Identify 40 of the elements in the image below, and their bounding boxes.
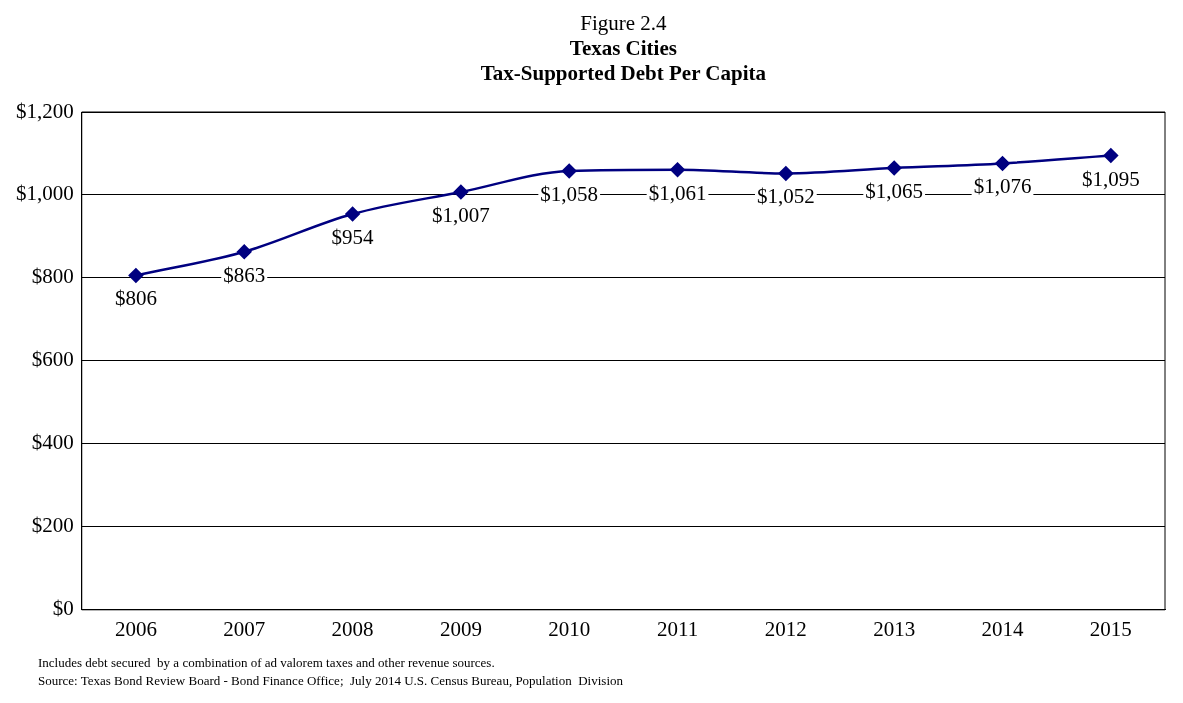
y-tick-label: $400 [31, 430, 74, 455]
x-tick-label: 2006 [114, 616, 157, 641]
x-tick-label: 2012 [764, 616, 807, 641]
y-tick-label: $0 [52, 596, 74, 621]
x-tick-label: 2014 [981, 616, 1025, 641]
y-tick-label: $1,000 [16, 181, 74, 206]
data-label: $806 [114, 286, 157, 311]
text: Includes debt secured by a combination of ad valorem taxes and other revenue sources. [38, 654, 495, 670]
point [453, 184, 469, 200]
x-tick-label: 2009 [439, 616, 482, 641]
data-label: $1,065 [865, 179, 924, 204]
data-label: $1,095 [1081, 166, 1140, 191]
chart-title: Figure 2.4 Texas Cities Tax-Supported Debt Per Capita [480, 11, 767, 85]
data-label: $954 [331, 225, 375, 250]
data-label: $1,076 [973, 174, 1032, 199]
y-tick-label: $600 [31, 347, 74, 372]
data-label: $863 [223, 262, 266, 287]
point [236, 244, 252, 260]
x-tick-label: 2007 [223, 616, 266, 641]
x-tick-label: 2010 [548, 616, 591, 641]
point [1103, 148, 1119, 163]
data-label: $1,061 [648, 180, 707, 205]
x-tick-label: 2015 [1089, 616, 1132, 641]
point [995, 156, 1010, 171]
x-tick-label: 2011 [656, 616, 699, 641]
data-label: $1,052 [756, 184, 815, 209]
y-tick-label: $1,200 [16, 98, 74, 123]
point [670, 162, 685, 177]
point [886, 160, 902, 176]
point [778, 166, 794, 181]
source-note: Source: Texas Bond Review Board - Bond Finance Office; July 2014 U.S. Census Bureau, Population Division [38, 672, 624, 688]
point [345, 206, 360, 222]
x-tick-label: 2013 [873, 616, 916, 641]
x-tick-label: 2008 [331, 616, 374, 641]
data-label: $1,007 [432, 203, 490, 228]
y-tick-label: $200 [31, 513, 74, 538]
point [128, 268, 144, 283]
y-tick-label: $800 [31, 264, 74, 289]
data-label: $1,058 [540, 181, 599, 206]
point [561, 163, 577, 179]
